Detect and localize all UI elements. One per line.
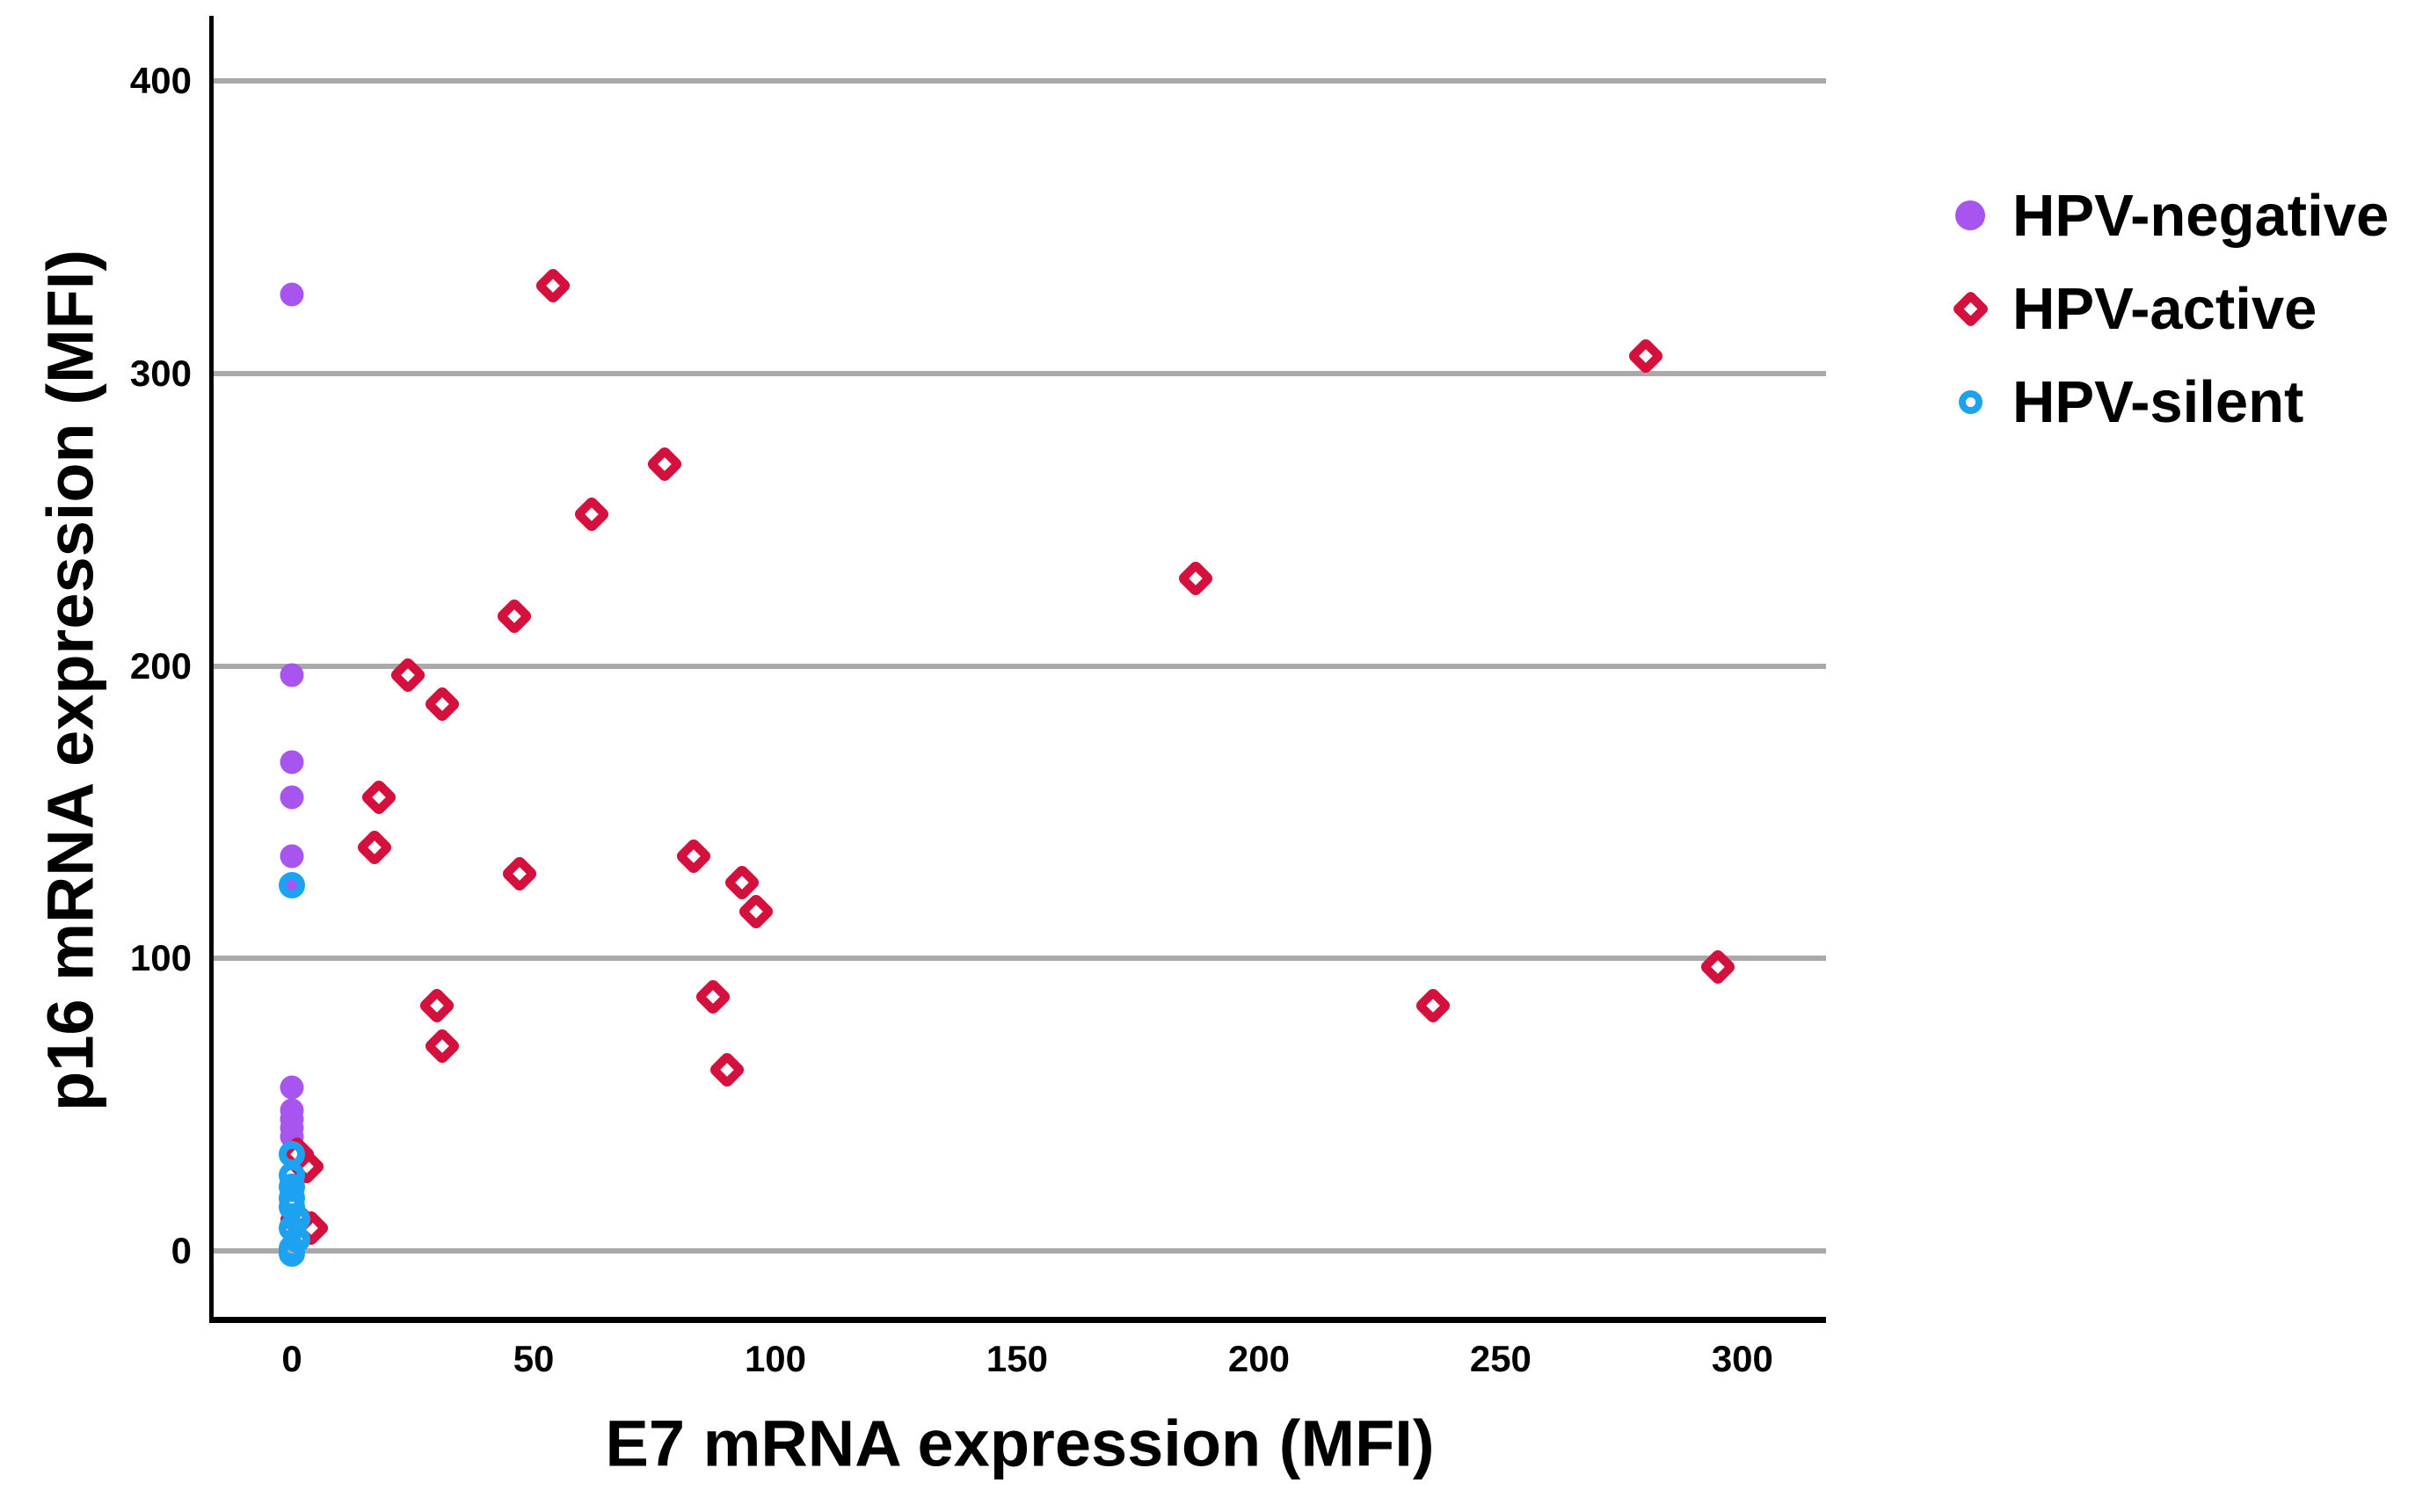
- data-point-hpv-active: [354, 828, 394, 867]
- data-point-hpv-active: [389, 655, 427, 694]
- data-point-hpv-active: [360, 778, 398, 818]
- gridline-y-100: [214, 956, 1826, 962]
- data-point-hpv-silent: [279, 1240, 306, 1268]
- x-tick-label: 300: [1711, 1338, 1773, 1379]
- plot-area: [209, 16, 1826, 1323]
- data-point-hpv-active: [673, 837, 713, 876]
- data-point-hpv-active: [422, 1027, 462, 1066]
- gridline-y-400: [214, 78, 1826, 84]
- open-diamond-icon: [1951, 289, 1990, 328]
- legend-item-hpv-silent: HPV-silent: [1939, 355, 2389, 448]
- data-point-hpv-active: [1413, 985, 1452, 1025]
- y-tick-label: 300: [129, 352, 192, 394]
- y-tick-label: 0: [171, 1230, 192, 1272]
- data-point-hpv-negative: [280, 750, 304, 774]
- data-point-hpv-active: [495, 597, 534, 636]
- y-tick-label: 400: [129, 60, 192, 102]
- data-point-hpv-negative: [280, 1075, 304, 1100]
- legend-label: HPV-negative: [2012, 182, 2390, 249]
- x-axis-title: E7 mRNA expression (MFI): [605, 1407, 1435, 1480]
- data-point-hpv-negative: [280, 282, 304, 307]
- data-point-hpv-silent: [279, 872, 306, 899]
- data-point-hpv-negative: [280, 663, 304, 687]
- data-point-hpv-active: [534, 266, 572, 306]
- data-point-hpv-active: [708, 1050, 746, 1089]
- data-point-hpv-active: [1699, 948, 1738, 987]
- data-point-hpv-negative: [280, 785, 304, 810]
- data-point-hpv-active: [693, 977, 732, 1016]
- gridline-y-0: [214, 1248, 1826, 1254]
- y-tick-label: 200: [129, 644, 192, 687]
- data-point-hpv-active: [422, 685, 462, 723]
- x-tick-label: 50: [513, 1338, 555, 1379]
- data-point-hpv-active: [1626, 337, 1665, 375]
- data-point-hpv-negative: [280, 844, 304, 869]
- x-tick-label: 250: [1469, 1338, 1531, 1379]
- y-tick-label: 100: [129, 937, 192, 979]
- x-tick-label: 100: [744, 1338, 807, 1379]
- filled-circle-icon: [1955, 200, 1985, 230]
- legend-item-hpv-active: HPV-active: [1939, 262, 2389, 355]
- data-point-hpv-active: [499, 854, 539, 893]
- gridline-y-200: [214, 663, 1826, 669]
- legend-label: HPV-silent: [2012, 368, 2304, 435]
- data-point-hpv-active: [1176, 558, 1216, 598]
- x-tick-label: 150: [986, 1338, 1048, 1379]
- legend: HPV-negative HPV-active HPV-silent: [1939, 169, 2389, 448]
- open-circle-icon: [1958, 389, 1983, 414]
- data-point-hpv-active: [644, 445, 684, 483]
- legend-label: HPV-active: [2012, 275, 2317, 342]
- gridline-y-300: [214, 370, 1826, 376]
- x-tick-label: 200: [1227, 1338, 1290, 1379]
- data-point-hpv-active: [418, 985, 456, 1025]
- data-point-hpv-active: [572, 494, 611, 534]
- legend-item-hpv-negative: HPV-negative: [1939, 169, 2389, 262]
- x-tick-label: 0: [281, 1338, 302, 1379]
